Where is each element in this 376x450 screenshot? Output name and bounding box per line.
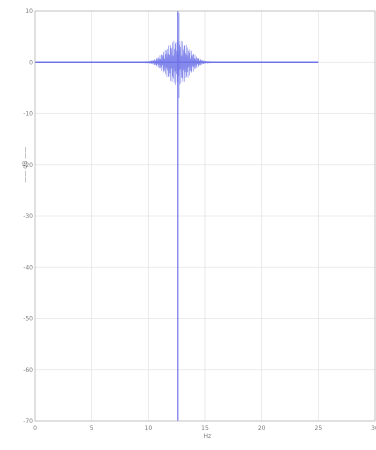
y-tick-label: -50: [23, 316, 33, 323]
y-tick-label: -40: [23, 264, 33, 271]
y-tick-label: -20: [23, 162, 33, 169]
x-tick-label: 25: [315, 425, 323, 432]
x-tick-label: 0: [33, 425, 37, 432]
grid-lines: [34, 10, 376, 422]
y-tick-label: -70: [23, 418, 33, 425]
x-tick-labels: 0 5 10 15 20 25 30: [33, 425, 376, 432]
y-axis-label: —— dB ——: [22, 147, 29, 183]
x-axis-label: Hz: [203, 433, 211, 440]
x-tick-label: 5: [90, 425, 94, 432]
x-tick-label: 10: [145, 425, 153, 432]
series-line: [35, 11, 319, 421]
x-tick-label: 20: [258, 425, 266, 432]
y-tick-label: -60: [23, 367, 33, 374]
y-tick-label: 0: [29, 59, 33, 66]
y-tick-label: 10: [25, 8, 33, 15]
y-tick-label: -30: [23, 213, 33, 220]
y-tick-labels: -70 -60 -50 -40 -30 -20 -10 0 10: [23, 8, 33, 425]
x-tick-label: 15: [201, 425, 209, 432]
x-tick-label: 30: [371, 425, 376, 432]
y-tick-label: -10: [23, 111, 33, 118]
plot-frame: [34, 10, 376, 422]
